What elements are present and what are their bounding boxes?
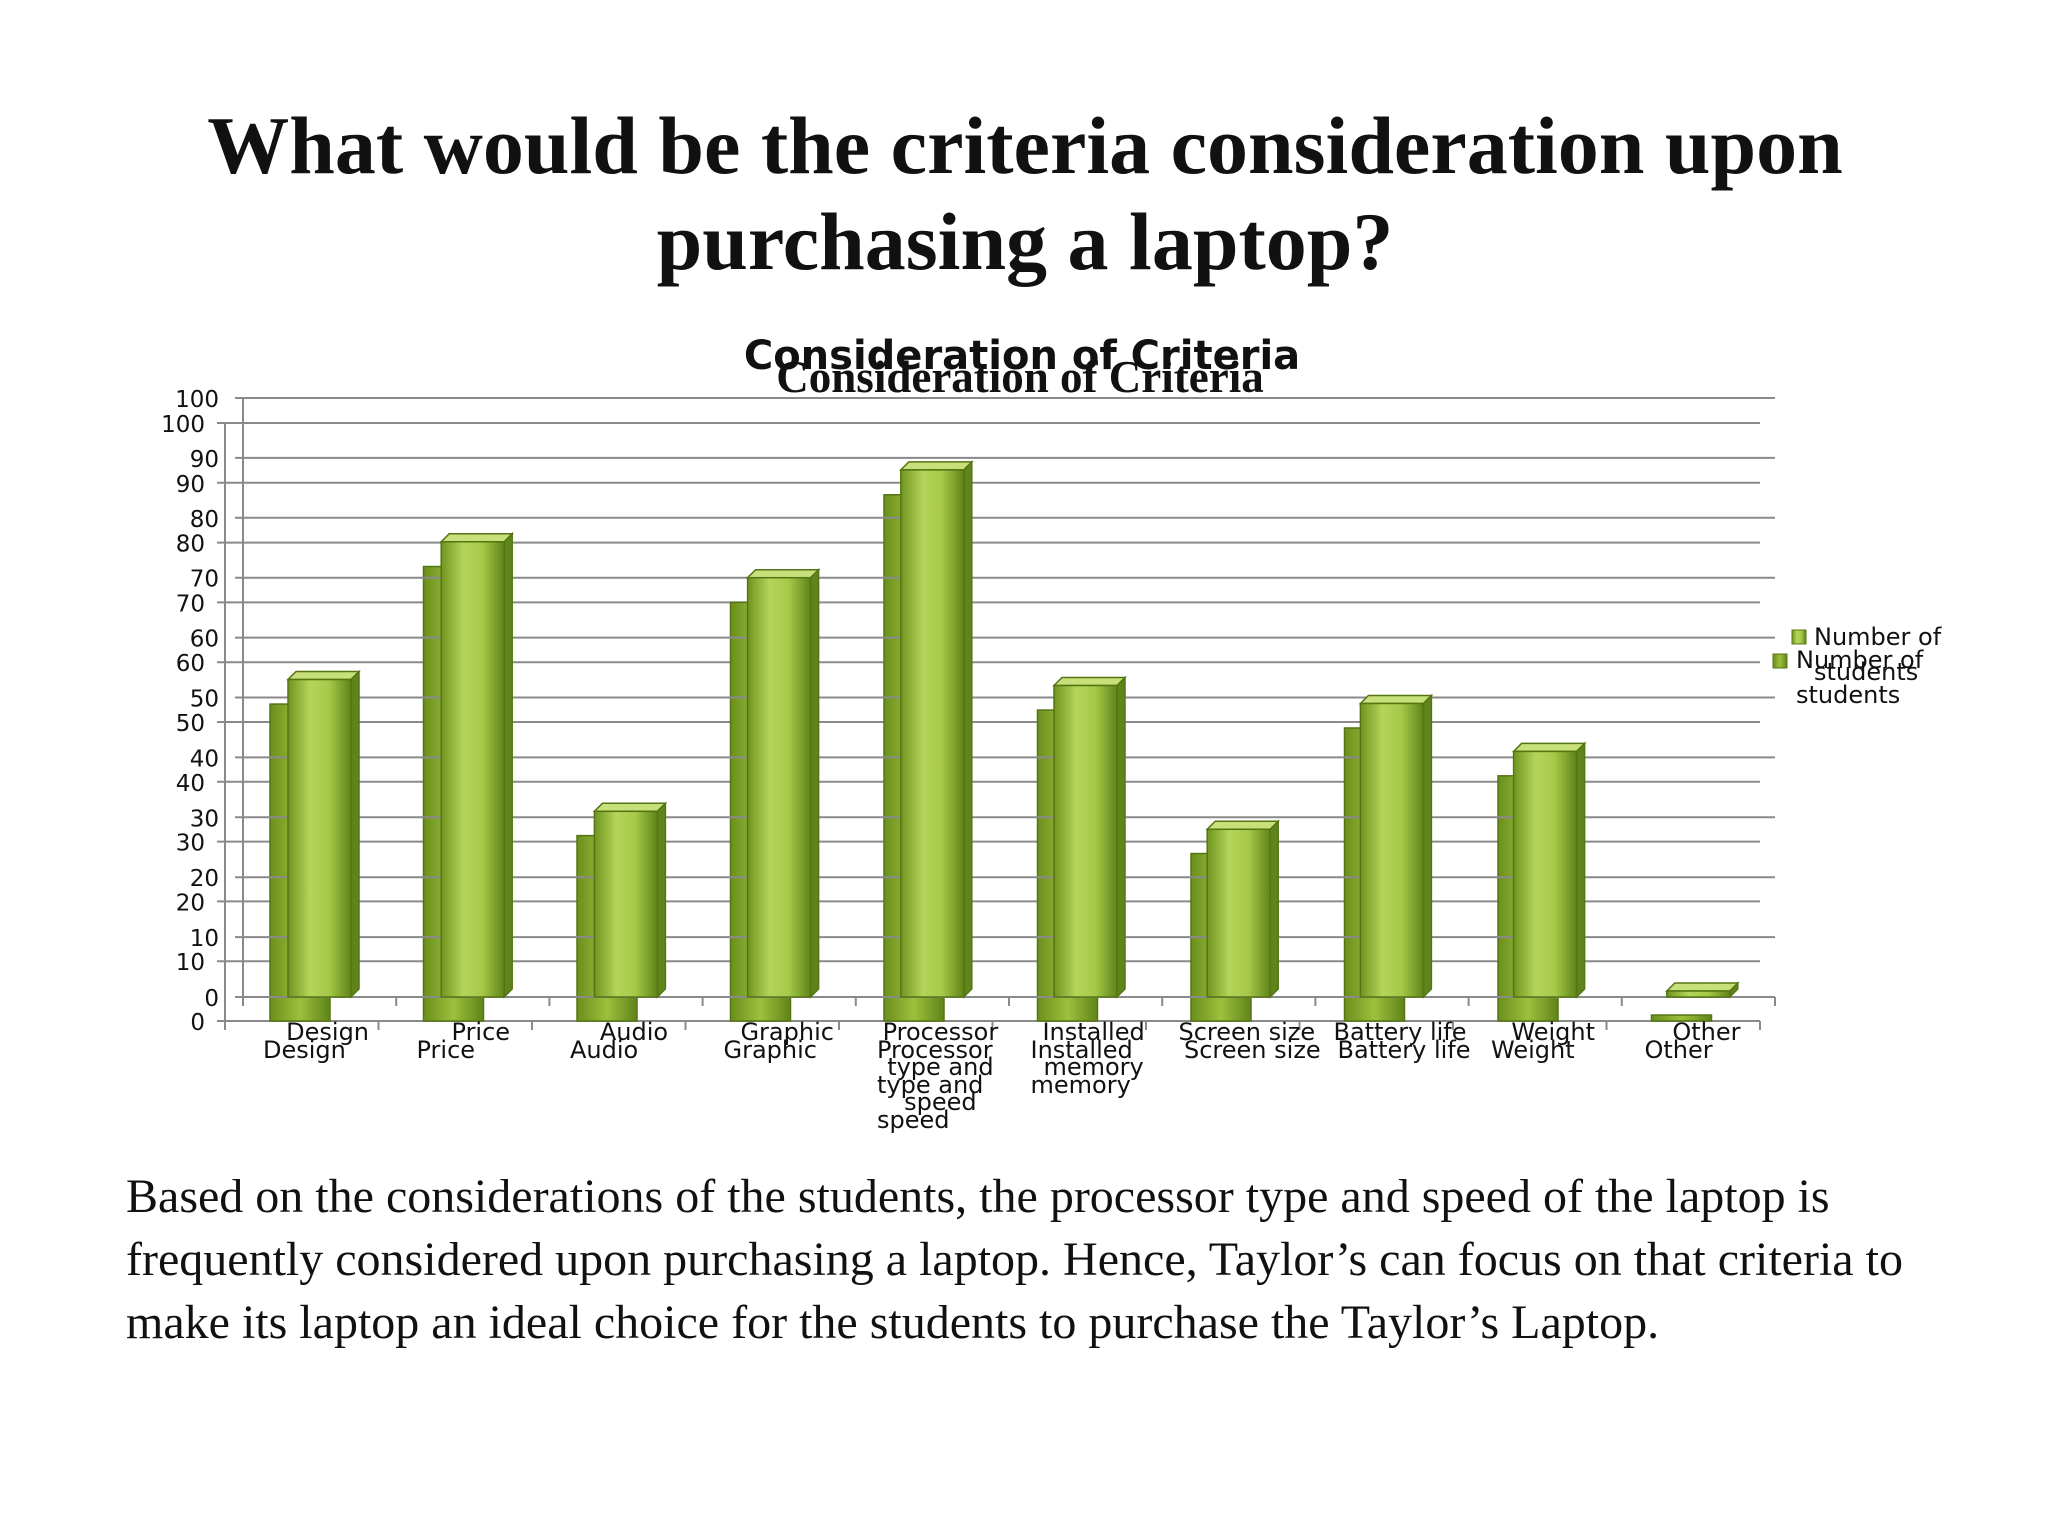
bar-top — [439, 533, 515, 543]
bar-side — [1269, 819, 1279, 999]
x-tick-label: Audio — [600, 1018, 668, 1046]
chart-title-ghost: Consideration of Criteria — [776, 352, 1263, 402]
x-tick-label: Design — [286, 1018, 369, 1046]
bar-side — [656, 801, 667, 999]
bar — [593, 810, 659, 998]
x-tick-label-ghost: Screen size — [1184, 1036, 1321, 1064]
y-tick-label-ghost: 40 — [176, 771, 205, 797]
bar — [746, 576, 812, 998]
y-tick-label-ghost: 20 — [176, 890, 205, 916]
x-tick-label-ghost: Other — [1645, 1036, 1713, 1064]
bar-side — [1422, 693, 1433, 999]
x-tick-label-ghost: Weight — [1491, 1036, 1575, 1064]
x-tick-label: Price — [452, 1018, 511, 1046]
y-tick-label-ghost: 30 — [176, 831, 205, 857]
x-tick-label: type and — [887, 1053, 993, 1081]
x-tick-label: Graphic — [740, 1018, 833, 1046]
x-tick-label: Other — [1672, 1018, 1740, 1046]
y-tick-label-ghost: 50 — [176, 711, 205, 737]
bar — [1206, 828, 1271, 998]
x-tick-label: memory — [1043, 1053, 1143, 1081]
bar — [1666, 990, 1731, 998]
legend-swatch — [1791, 629, 1807, 645]
y-tick-label: 70 — [190, 567, 219, 593]
y-tick-label: 20 — [190, 866, 219, 892]
y-tick-label: 0 — [204, 986, 219, 1012]
x-tick-label-ghost: Design — [263, 1036, 346, 1064]
y-tick-label-ghost: 60 — [176, 651, 205, 677]
x-tick-label: Screen size — [1178, 1018, 1315, 1046]
bar-top — [1052, 676, 1127, 687]
x-tick-label: Installed — [1042, 1018, 1144, 1046]
bar-ghost — [1650, 1014, 1713, 1022]
y-tick-label: 50 — [190, 687, 219, 713]
slide-title: What would be the criteria consideration… — [207, 100, 1843, 287]
x-tick-label: Processor — [883, 1018, 999, 1046]
y-tick-label: 30 — [190, 806, 219, 832]
x-tick-label-ghost: Audio — [570, 1036, 638, 1064]
y-tick-label-ghost: 100 — [161, 412, 205, 438]
legend-label-ghost: Number of — [1796, 646, 1924, 674]
bar-top — [745, 568, 821, 579]
x-tick-label-ghost: Graphic — [724, 1036, 817, 1064]
y-tick-label: 100 — [175, 387, 219, 413]
chart-title: Consideration of Criteria — [744, 333, 1300, 379]
y-tick-label-ghost: 10 — [176, 950, 205, 976]
y-tick-label-ghost: 70 — [176, 591, 205, 617]
y-tick-label-ghost: 80 — [176, 532, 205, 558]
y-tick-label-ghost: 90 — [176, 472, 205, 498]
bar — [1359, 702, 1425, 998]
bar — [440, 541, 505, 998]
bar-top — [286, 670, 361, 681]
legend-label: students — [1814, 658, 1918, 686]
body-paragraph: Based on the considerations of the stude… — [126, 1170, 1903, 1349]
x-tick-label-ghost: Installed — [1031, 1036, 1133, 1064]
x-tick-label-ghost: Processor — [877, 1036, 993, 1064]
y-tick-label-ghost: 0 — [190, 1010, 205, 1036]
y-tick-label: 80 — [190, 507, 219, 533]
legend-swatch-ghost — [1772, 653, 1788, 669]
bar-side — [1116, 675, 1126, 999]
x-tick-label: Battery life — [1333, 1018, 1466, 1046]
y-tick-label: 10 — [190, 926, 219, 952]
bar — [1053, 684, 1118, 998]
bar-top — [592, 802, 668, 813]
bar-side — [809, 567, 820, 999]
legend-label: Number of — [1814, 623, 1942, 651]
legend-label-ghost: students — [1796, 681, 1900, 709]
bar-top — [1205, 820, 1281, 831]
bar-side — [350, 669, 360, 999]
bar — [1512, 750, 1578, 998]
bar-top — [898, 461, 974, 471]
y-tick-label: 60 — [190, 627, 219, 653]
bar-top — [1664, 982, 1740, 992]
y-tick-label: 40 — [190, 746, 219, 772]
y-tick-label: 90 — [190, 447, 219, 473]
bar-side — [1575, 741, 1586, 999]
bar-side — [963, 460, 973, 999]
bar-top — [1358, 694, 1434, 705]
x-tick-label-ghost: speed — [877, 1106, 950, 1134]
bar-top — [1511, 742, 1587, 753]
x-tick-label-ghost: Battery life — [1338, 1036, 1471, 1064]
x-tick-label: Weight — [1511, 1018, 1595, 1046]
bar-side — [503, 531, 513, 999]
x-tick-label-ghost: memory — [1031, 1071, 1131, 1099]
bar — [900, 469, 965, 998]
x-tick-label: speed — [904, 1088, 977, 1116]
bar — [287, 678, 352, 998]
x-tick-label-ghost: Price — [417, 1036, 476, 1064]
x-tick-label-ghost: type and — [877, 1071, 983, 1099]
